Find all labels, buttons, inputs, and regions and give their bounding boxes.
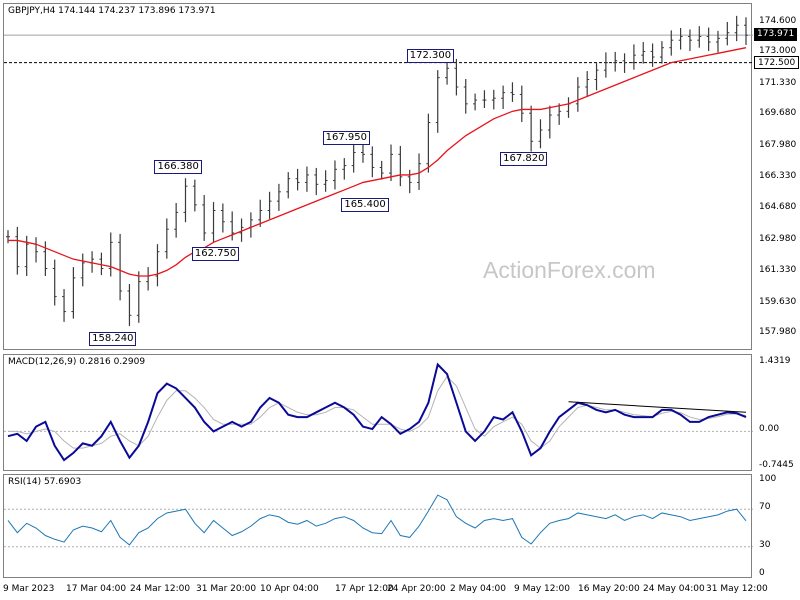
macd-axis-label: 0.00	[759, 424, 780, 435]
price-axis-label: 157.980	[759, 327, 797, 338]
macd-line	[7, 362, 747, 462]
rsi-line	[7, 494, 747, 546]
price-annotation-162.750: 162.750	[191, 247, 240, 262]
price-axis-label: 167.980	[759, 140, 797, 151]
rsi-axis-label: 30	[759, 539, 771, 550]
time-axis-label: 10 Apr 04:00	[260, 584, 319, 594]
price-axis-label: 162.980	[759, 233, 797, 244]
current-price-tag: 173.971	[754, 28, 798, 42]
price-chart-svg	[4, 15, 753, 327]
watermark: ActionForex.com	[483, 257, 656, 283]
rsi-svg	[4, 494, 753, 548]
macd-pane: MACD(12,26,9) 0.2816 0.2909	[3, 354, 753, 471]
price-axis-label: 171.330	[759, 77, 797, 88]
price-annotation-172.300: 172.300	[406, 49, 455, 64]
price-annotation-167.950: 167.950	[322, 130, 370, 145]
price-annotation-167.820: 167.820	[500, 152, 548, 167]
macd-axis-label: 1.4319	[759, 356, 791, 366]
rsi-axis-label: 0	[759, 568, 765, 578]
price-axis-label: 173.000	[759, 46, 797, 57]
time-axis-label: 2 May 04:00	[450, 584, 506, 594]
price-axis-label: 161.330	[759, 264, 797, 275]
price-chart-title: GBPJPY,H4 174.144 174.237 173.896 173.97…	[8, 6, 216, 16]
time-axis-label: 17 Apr 12:00	[335, 584, 394, 594]
moving-average-line	[8, 47, 747, 277]
time-axis-label: 31 May 12:00	[706, 584, 768, 594]
rsi-title: RSI(14) 57.6903	[8, 477, 82, 487]
price-axis-label: 159.630	[759, 296, 797, 307]
rsi-axis-label: 70	[759, 502, 771, 513]
price-axis-label: 164.680	[759, 202, 797, 212]
time-axis-label: 24 Apr 20:00	[387, 584, 446, 594]
price-axis-label: 174.600	[759, 16, 797, 27]
time-axis-label: 9 May 12:00	[514, 584, 570, 594]
time-axis-label: 24 Mar 12:00	[130, 584, 191, 594]
macd-title: MACD(12,26,9) 0.2816 0.2909	[8, 357, 146, 367]
rsi-axis-label: 100	[759, 474, 777, 484]
price-annotation-165.400: 165.400	[341, 197, 389, 212]
time-axis-label: 16 May 20:00	[578, 584, 640, 594]
price-annotation-158.240: 158.240	[89, 331, 137, 346]
time-axis-label: 31 Mar 20:00	[196, 584, 257, 594]
price-chart-pane: GBPJPY,H4 174.144 174.237 173.896 173.97…	[3, 3, 753, 350]
macd-trendline	[568, 401, 747, 413]
time-axis-label: 9 Mar 2023	[3, 584, 55, 594]
price-axis-label: 166.330	[759, 171, 797, 182]
time-axis-label: 17 Mar 04:00	[66, 584, 127, 594]
time-axis-label: 24 May 04:00	[643, 584, 705, 594]
rsi-pane: RSI(14) 57.6903	[3, 474, 753, 578]
price-annotation-166.380: 166.380	[154, 160, 202, 175]
price-axis-label: 169.680	[759, 108, 797, 119]
macd-svg	[4, 362, 753, 462]
level-price-tag: 172.500	[754, 55, 800, 69]
macd-axis-label: -0.7445	[759, 460, 794, 470]
